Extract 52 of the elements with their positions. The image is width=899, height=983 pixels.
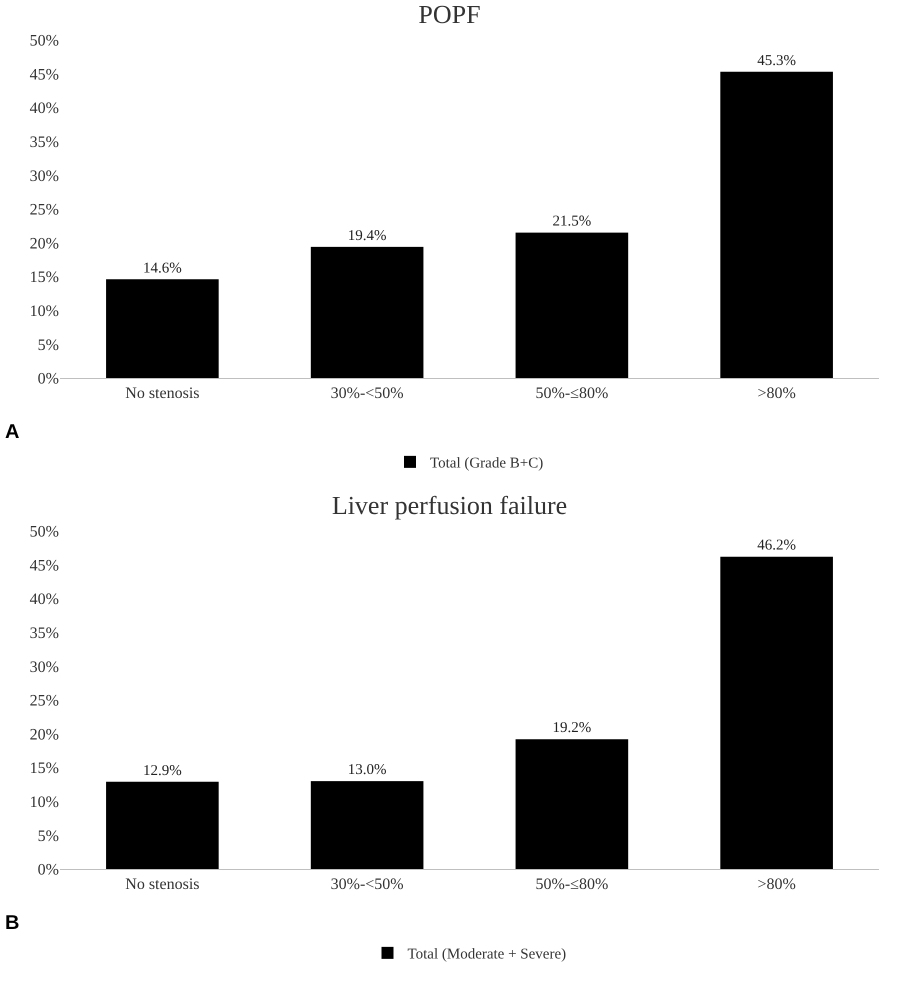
y-tick-label: 5%: [38, 336, 59, 354]
y-tick-label: 30%: [30, 168, 59, 185]
chart-title: POPF: [418, 0, 481, 30]
legend-label: Total (Moderate + Severe): [408, 946, 566, 963]
x-tick-label: 30%-<50%: [330, 385, 404, 402]
y-tick-label: 5%: [38, 828, 59, 845]
y-tick-label: 25%: [30, 692, 59, 710]
legend-label: Total (Grade B+C): [430, 456, 544, 472]
bar: [106, 782, 219, 869]
y-tick-label: 35%: [30, 134, 59, 151]
x-tick-label: 50%-≤80%: [535, 876, 608, 894]
y-tick-label: 25%: [30, 202, 59, 219]
y-tick-label: 40%: [30, 591, 59, 608]
y-tick-label: 0%: [38, 862, 59, 879]
y-tick-label: 40%: [30, 100, 59, 118]
x-tick-label: >80%: [757, 876, 796, 894]
bar: [310, 781, 424, 869]
x-tick-label: No stenosis: [125, 876, 200, 894]
text: A: [5, 421, 20, 443]
bar: [106, 279, 219, 378]
bar: [720, 72, 833, 378]
chart-title: Liver perfusion failure: [332, 491, 568, 520]
x-tick-label: 30%-<50%: [330, 876, 404, 894]
y-tick-label: 30%: [30, 658, 59, 676]
y-tick-label: 10%: [30, 303, 59, 320]
y-tick-label: 15%: [30, 760, 59, 778]
data-label: 19.4%: [348, 228, 386, 244]
data-label: 46.2%: [757, 538, 796, 554]
data-label: 13.0%: [348, 762, 386, 778]
y-tick-label: 45%: [30, 66, 59, 84]
data-label: 12.9%: [143, 762, 182, 779]
y-tick-label: 0%: [38, 370, 59, 388]
data-label: 45.3%: [757, 52, 796, 69]
text: B: [5, 912, 20, 934]
data-label: 14.6%: [143, 260, 182, 276]
y-tick-label: 50%: [30, 524, 59, 541]
x-tick-label: 50%-≤80%: [535, 385, 608, 402]
y-tick-label: 50%: [30, 32, 59, 50]
bar: [310, 246, 424, 378]
x-tick-label: No stenosis: [125, 385, 200, 402]
y-tick-label: 20%: [30, 235, 59, 252]
data-label: 21.5%: [552, 214, 592, 230]
y-tick-label: 15%: [30, 269, 59, 286]
x-tick-label: >80%: [757, 385, 796, 402]
bar: [516, 739, 628, 869]
y-tick-label: 35%: [30, 625, 59, 642]
y-tick-label: 45%: [30, 557, 59, 574]
bar: [516, 232, 628, 378]
y-tick-label: 20%: [30, 726, 59, 744]
y-tick-label: 10%: [30, 794, 59, 811]
bar: [720, 556, 833, 869]
data-label: 19.2%: [552, 720, 592, 736]
